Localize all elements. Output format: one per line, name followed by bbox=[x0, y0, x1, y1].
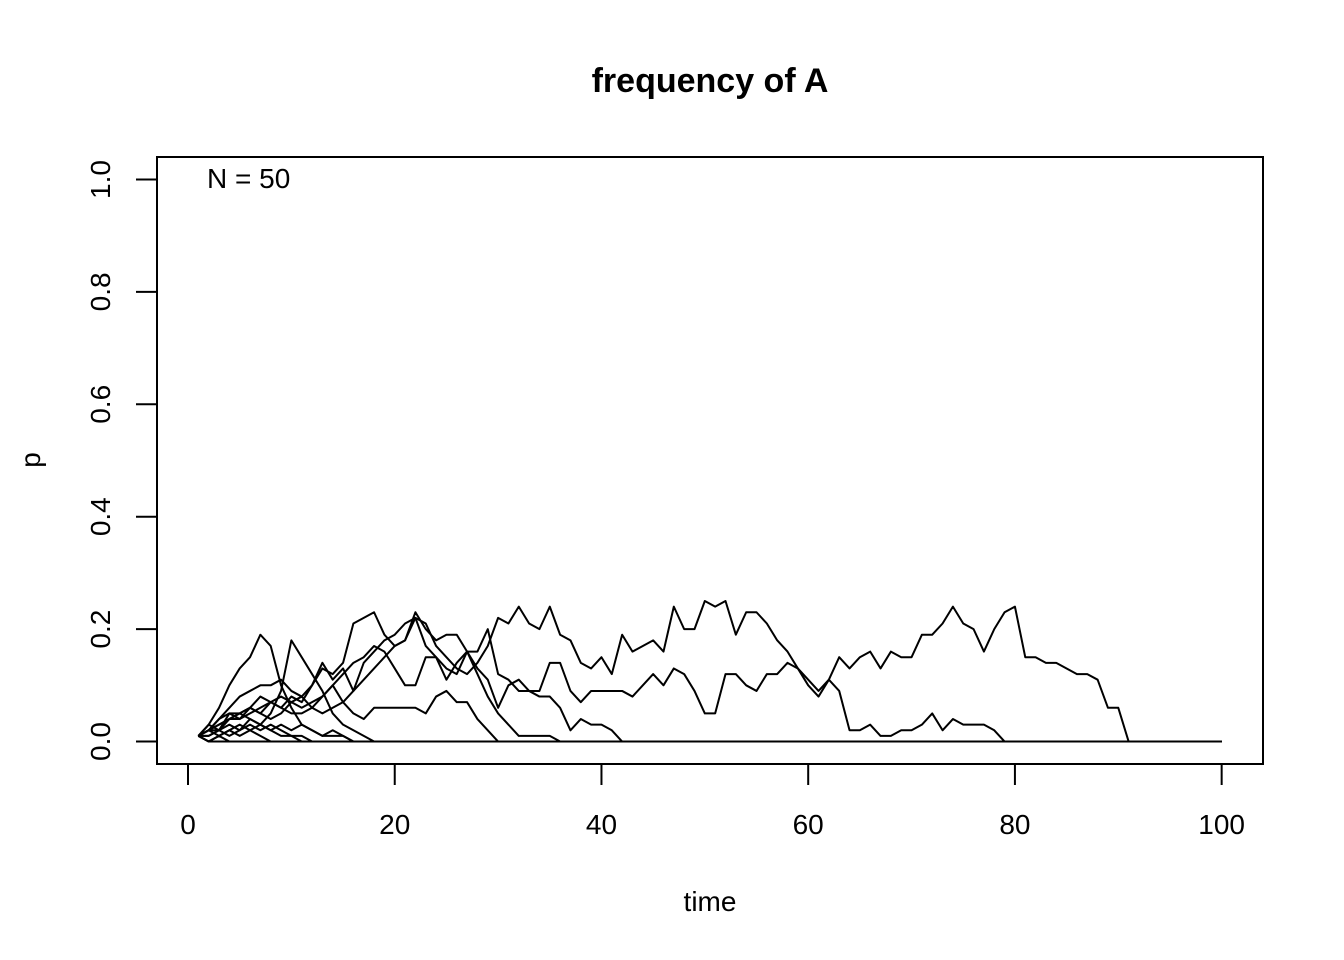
series-line-1 bbox=[197, 600, 1222, 743]
series-line-7 bbox=[198, 639, 1222, 743]
y-tick-label: 0.8 bbox=[85, 272, 116, 311]
y-axis-label: p bbox=[15, 452, 46, 468]
series-line-3 bbox=[197, 611, 1222, 743]
x-axis-label: time bbox=[684, 886, 737, 917]
y-axis: 0.0 0.2 0.4 0.6 0.8 1.0 bbox=[85, 160, 158, 761]
x-tick-label: 100 bbox=[1198, 809, 1245, 840]
y-tick-label: 0.2 bbox=[85, 610, 116, 649]
y-tick-label: 0.0 bbox=[85, 722, 116, 761]
series-line-10 bbox=[198, 723, 1222, 743]
series-group bbox=[197, 600, 1222, 743]
series-line-13 bbox=[197, 735, 1222, 743]
y-tick-label: 0.6 bbox=[85, 385, 116, 424]
x-tick-label: 40 bbox=[586, 809, 617, 840]
x-axis: 0 20 40 60 80 100 bbox=[180, 763, 1245, 840]
annotation-n: N = 50 bbox=[207, 163, 290, 194]
series-line-9 bbox=[197, 723, 1222, 743]
x-tick-label: 60 bbox=[793, 809, 824, 840]
series-line-4 bbox=[197, 616, 1222, 743]
y-tick-label: 1.0 bbox=[85, 160, 116, 199]
x-tick-label: 20 bbox=[379, 809, 410, 840]
plot-frame bbox=[156, 156, 1264, 765]
y-tick-label: 0.4 bbox=[85, 497, 116, 536]
x-tick-label: 80 bbox=[999, 809, 1030, 840]
x-tick-label: 0 bbox=[180, 809, 196, 840]
chart-title: frequency of A bbox=[592, 62, 829, 100]
